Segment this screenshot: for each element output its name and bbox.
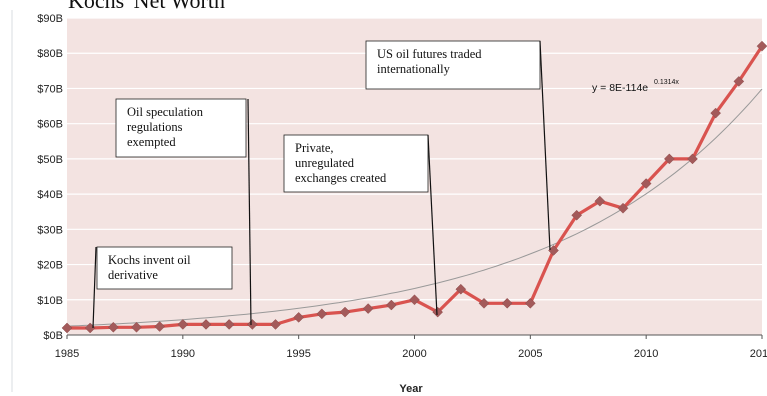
annotation-text: Kochs invent oil	[108, 253, 191, 267]
annotation-text: Private,	[295, 141, 334, 155]
x-tick-label: 2010	[634, 348, 658, 360]
data-point	[61, 322, 73, 334]
data-point	[246, 319, 258, 330]
annotation-box	[115, 98, 247, 158]
data-point	[107, 321, 119, 333]
y-tick-label: $70B	[37, 83, 63, 95]
data-point	[362, 303, 374, 314]
annotation-leader-line	[427, 134, 438, 316]
data-point	[710, 107, 722, 119]
y-tick-label: $40B	[37, 189, 63, 201]
y-tick-label: $50B	[37, 154, 63, 166]
annotation-text: derivative	[108, 268, 158, 282]
data-point	[571, 209, 583, 221]
y-tick-label: $90B	[37, 13, 63, 25]
y-tick-label: $30B	[37, 224, 63, 236]
annotation-box	[283, 134, 429, 193]
chart-title-fragment: Kochs' Net Worth	[68, 0, 225, 13]
data-point	[339, 306, 351, 318]
x-tick-label: 2000	[402, 348, 426, 360]
annotation-leader-line	[92, 246, 97, 329]
data-point	[316, 308, 328, 320]
trendline-equation: y = 8E-114e	[592, 82, 648, 94]
data-point	[177, 319, 189, 330]
x-axis-title: Year	[399, 383, 423, 395]
annotation-text: US oil futures traded	[377, 47, 482, 61]
data-point	[501, 297, 513, 309]
x-tick-label: 2015	[750, 348, 767, 360]
data-point	[663, 153, 675, 165]
data-point	[200, 319, 212, 330]
annotation-leader-line	[247, 98, 252, 326]
annotation-text: exchanges created	[295, 171, 387, 185]
data-point	[687, 153, 698, 165]
x-tick-label: 1985	[55, 348, 79, 360]
data-point	[756, 40, 767, 52]
y-tick-label: $60B	[37, 119, 63, 131]
y-tick-label: $80B	[37, 48, 63, 60]
annotation-text: regulations	[127, 120, 183, 134]
y-tick-label: $20B	[37, 260, 63, 272]
data-point	[733, 76, 745, 87]
trendline-equation-exponent: 0.1314x	[654, 79, 679, 86]
annotation-text: unregulated	[295, 156, 355, 170]
annotation-leader-line	[539, 40, 551, 251]
data-point	[385, 299, 397, 311]
annotation-box	[96, 246, 233, 290]
data-point	[154, 321, 166, 332]
x-tick-label: 1995	[286, 348, 310, 360]
data-point	[270, 319, 281, 330]
data-point	[594, 195, 606, 207]
data-point	[617, 202, 629, 214]
annotation-text: Oil speculation	[127, 105, 204, 119]
annotation-text: internationally	[377, 62, 451, 76]
data-point	[524, 297, 536, 309]
data-point	[478, 297, 490, 309]
data-point	[455, 283, 467, 295]
data-point	[131, 321, 142, 333]
data-point	[293, 312, 305, 323]
x-tick-label: 2005	[518, 348, 542, 360]
y-tick-label: $10B	[37, 295, 63, 307]
data-point	[640, 178, 652, 189]
data-point	[223, 319, 235, 330]
annotation-text: exempted	[127, 135, 176, 149]
data-point	[432, 306, 444, 318]
annotation-box	[365, 40, 541, 90]
x-tick-label: 1990	[171, 348, 195, 360]
y-tick-label: $0B	[43, 330, 63, 342]
data-point	[409, 294, 420, 306]
